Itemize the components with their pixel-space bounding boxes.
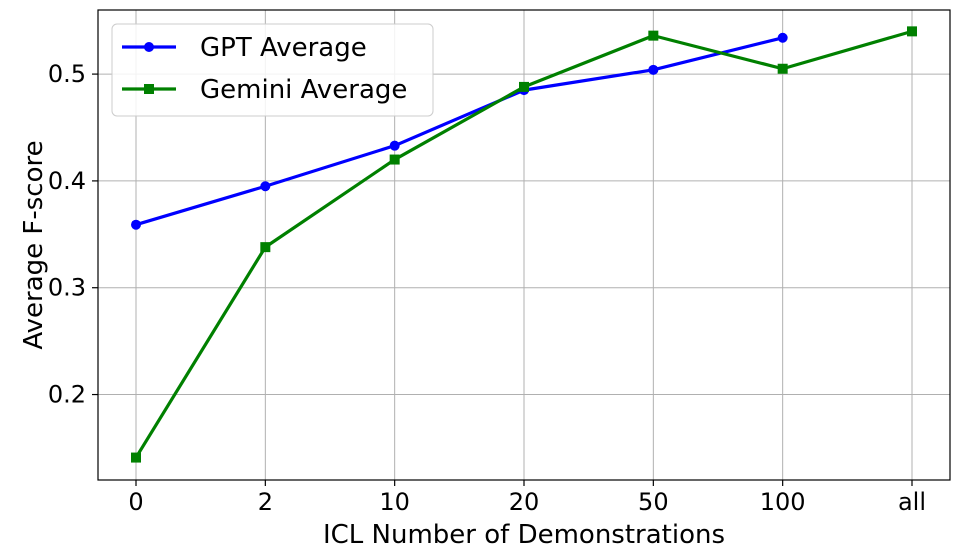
data-point: [777, 63, 788, 74]
x-tick-label: 2: [258, 488, 273, 516]
y-tick-label: 0.2: [48, 381, 86, 409]
data-point: [648, 30, 659, 41]
legend-label: GPT Average: [200, 33, 367, 63]
x-axis-label: ICL Number of Demonstrations: [323, 520, 725, 550]
data-point: [260, 242, 271, 253]
x-tick-labels: 0 2 10 20 50 100 all: [128, 480, 926, 516]
x-tick-label: 100: [760, 488, 806, 516]
data-point: [519, 81, 529, 92]
legend-marker: [144, 42, 154, 52]
series-layer: [131, 26, 917, 463]
series-line: [135, 36, 784, 227]
y-tick-labels: 0.2 0.3 0.4 0.5: [48, 60, 98, 409]
data-point: [648, 64, 659, 75]
y-tick-label: 0.3: [48, 274, 86, 302]
legend-box: [111, 23, 434, 117]
legend-item: Gemini Average: [122, 75, 407, 105]
data-point: [131, 452, 141, 463]
data-point: [389, 154, 400, 165]
data-point: [907, 26, 917, 37]
y-axis-label: Average F-score: [19, 140, 49, 349]
legend-item: GPT Average: [122, 33, 367, 63]
legend: GPT Average Gemini Average: [111, 23, 434, 117]
data-point: [777, 32, 788, 43]
x-tick-label: 0: [128, 488, 143, 516]
x-tick-label: 10: [379, 488, 410, 516]
legend-marker: [144, 84, 154, 94]
y-tick-label: 0.5: [48, 60, 86, 88]
x-tick-label: 20: [509, 488, 540, 516]
x-tick-label: 50: [638, 488, 669, 516]
data-point: [131, 219, 141, 230]
data-point: [260, 181, 271, 192]
x-tick-label: all: [898, 488, 926, 516]
legend-label: Gemini Average: [200, 75, 407, 105]
data-point: [389, 140, 400, 151]
y-tick-label: 0.4: [48, 167, 86, 195]
series-1: [131, 26, 917, 463]
